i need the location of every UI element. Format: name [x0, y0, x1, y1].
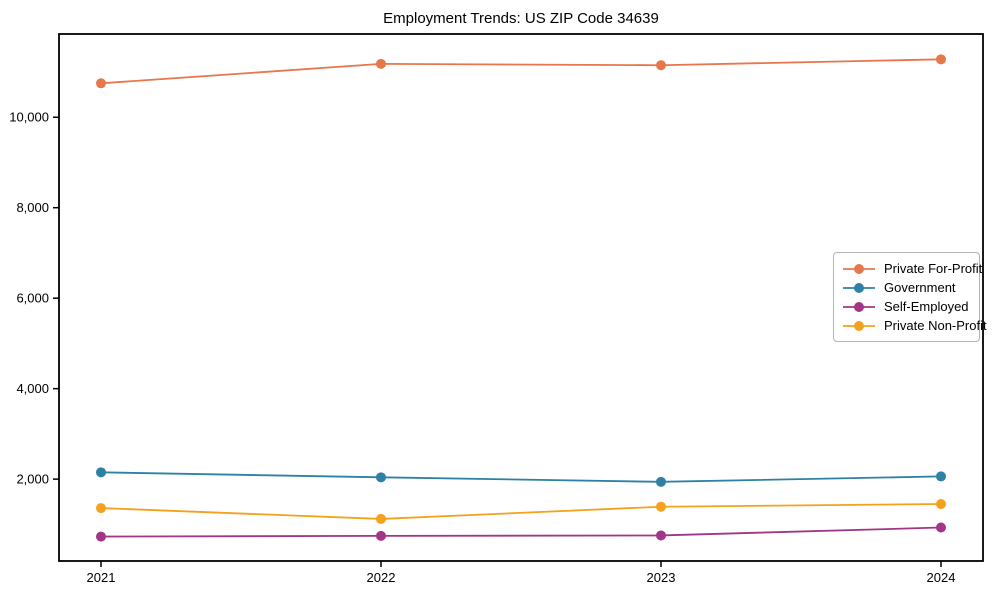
- legend: Private For-Profit Government Self-Emplo…: [833, 252, 987, 342]
- svg-text:2021: 2021: [87, 570, 116, 585]
- series-private-non-profit: [96, 499, 946, 524]
- legend-label: Government: [884, 280, 956, 295]
- svg-text:6,000: 6,000: [16, 291, 49, 306]
- legend-item-private-non-profit: Private Non-Profit: [842, 316, 987, 335]
- svg-text:2022: 2022: [367, 570, 396, 585]
- series-government: [96, 467, 946, 487]
- svg-text:8,000: 8,000: [16, 200, 49, 215]
- line-marker-icon: [842, 262, 876, 276]
- svg-text:2023: 2023: [647, 570, 676, 585]
- series-self-employed: [96, 522, 946, 542]
- legend-label: Self-Employed: [884, 299, 969, 314]
- svg-text:4,000: 4,000: [16, 381, 49, 396]
- legend-label: Private Non-Profit: [884, 318, 987, 333]
- line-marker-icon: [842, 319, 876, 333]
- legend-label: Private For-Profit: [884, 261, 983, 276]
- svg-text:2,000: 2,000: [16, 472, 49, 487]
- legend-item-government: Government: [842, 278, 971, 297]
- plot-frame: [58, 33, 984, 562]
- y-axis-ticks: 2,000 4,000 6,000 8,000 10,000: [9, 110, 59, 487]
- legend-item-self-employed: Self-Employed: [842, 297, 971, 316]
- chart-title: Employment Trends: US ZIP Code 34639: [383, 10, 659, 27]
- legend-item-private-for-profit: Private For-Profit: [842, 259, 982, 278]
- line-marker-icon: [842, 281, 876, 295]
- line-marker-icon: [842, 300, 876, 314]
- svg-text:2024: 2024: [927, 570, 956, 585]
- x-axis-ticks: 2021 2022 2023 2024: [87, 561, 956, 585]
- series-private-for-profit: [96, 54, 946, 89]
- svg-text:10,000: 10,000: [9, 110, 49, 125]
